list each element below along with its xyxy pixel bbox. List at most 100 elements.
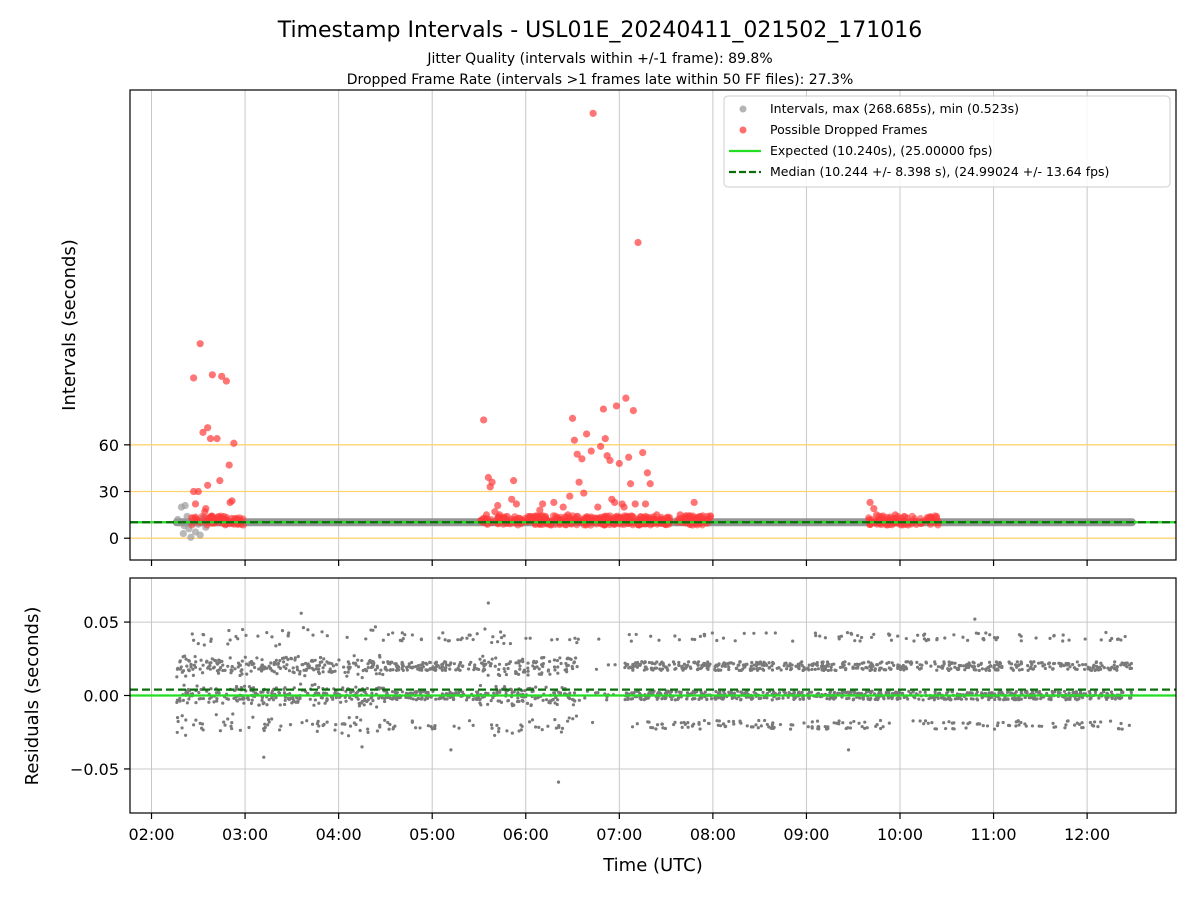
residual-point bbox=[696, 660, 701, 664]
residual-point bbox=[541, 664, 545, 669]
residual-point bbox=[826, 662, 831, 666]
residual-point bbox=[391, 631, 395, 635]
residual-point bbox=[693, 660, 697, 664]
residual-point bbox=[404, 695, 408, 700]
residual-point bbox=[208, 667, 212, 671]
residual-point bbox=[966, 722, 970, 726]
residual-point bbox=[1088, 720, 1093, 725]
residual-point bbox=[697, 721, 701, 725]
residual-point bbox=[238, 697, 242, 701]
residual-point bbox=[328, 667, 332, 671]
residual-point bbox=[1023, 722, 1027, 726]
residual-point bbox=[388, 722, 392, 727]
dropped-frame-point bbox=[620, 503, 628, 511]
dropped-frame-point bbox=[597, 442, 605, 450]
residual-point bbox=[1031, 697, 1036, 701]
residual-point bbox=[1120, 727, 1124, 731]
residual-point bbox=[526, 673, 530, 677]
residual-point bbox=[378, 655, 382, 659]
residual-point bbox=[301, 626, 306, 630]
residual-point bbox=[275, 671, 279, 676]
residual-point bbox=[331, 664, 336, 668]
residual-point bbox=[853, 690, 857, 695]
residual-point bbox=[1013, 691, 1017, 696]
dropped-frame-point bbox=[643, 469, 651, 477]
residual-point bbox=[560, 726, 565, 730]
residual-point bbox=[961, 635, 965, 639]
residual-point bbox=[460, 690, 465, 694]
residual-point bbox=[677, 638, 682, 642]
residual-point bbox=[424, 661, 428, 665]
residual-point bbox=[494, 684, 498, 689]
residual-point bbox=[1110, 665, 1114, 669]
residual-point bbox=[536, 696, 540, 700]
residual-point bbox=[1051, 721, 1055, 726]
x-tick-label: 09:00 bbox=[783, 825, 829, 844]
residual-point bbox=[261, 702, 265, 706]
residual-point bbox=[519, 659, 523, 663]
residual-point bbox=[214, 691, 219, 695]
residual-point bbox=[980, 667, 984, 671]
residual-point bbox=[729, 691, 733, 695]
residual-point bbox=[1113, 697, 1117, 701]
residual-point bbox=[221, 701, 225, 705]
residual-point bbox=[465, 636, 469, 640]
dropped-frame-point bbox=[585, 517, 593, 525]
residual-point bbox=[418, 726, 422, 730]
residual-point bbox=[572, 691, 577, 695]
residual-point bbox=[927, 697, 931, 701]
residual-point bbox=[514, 661, 518, 665]
residual-point bbox=[597, 637, 601, 641]
residual-point bbox=[630, 691, 634, 695]
residual-point bbox=[216, 662, 220, 666]
residual-point bbox=[400, 690, 404, 694]
legend-label-intervals: Intervals, max (268.685s), min (0.523s) bbox=[770, 101, 1019, 116]
residual-point bbox=[320, 630, 324, 634]
residual-point bbox=[1017, 663, 1021, 667]
residual-point bbox=[464, 698, 469, 702]
residual-point bbox=[254, 691, 258, 695]
residual-point bbox=[280, 629, 285, 633]
residual-point bbox=[278, 659, 282, 663]
dropped-frame-point bbox=[891, 511, 899, 519]
dropped-frame-point bbox=[230, 439, 238, 447]
residual-point bbox=[878, 718, 883, 723]
dropped-frame-point bbox=[641, 500, 650, 508]
residual-point bbox=[870, 667, 874, 672]
residual-point bbox=[959, 697, 964, 701]
residual-point bbox=[1104, 695, 1108, 700]
residual-point bbox=[504, 672, 509, 677]
residual-point bbox=[288, 723, 293, 727]
residual-point bbox=[755, 666, 759, 671]
residual-point bbox=[826, 725, 830, 729]
residual-point bbox=[471, 637, 475, 642]
residual-point bbox=[869, 691, 873, 695]
residual-point bbox=[988, 633, 992, 637]
residual-point bbox=[575, 641, 579, 645]
residual-point bbox=[975, 697, 979, 701]
residual-point bbox=[270, 691, 274, 695]
residual-point bbox=[349, 690, 353, 694]
dropped-frame-point bbox=[676, 511, 684, 519]
residual-point bbox=[304, 661, 308, 665]
residual-point bbox=[279, 724, 283, 728]
x-tick-label: 03:00 bbox=[222, 825, 268, 844]
residual-point bbox=[449, 661, 453, 665]
residual-point bbox=[654, 727, 658, 731]
residual-point bbox=[358, 728, 362, 733]
residual-point bbox=[791, 639, 795, 643]
interval-point bbox=[181, 501, 189, 510]
residual-point bbox=[1031, 667, 1035, 671]
residual-point bbox=[663, 691, 668, 695]
residual-point bbox=[567, 716, 571, 720]
residual-point bbox=[255, 656, 259, 660]
residual-point bbox=[323, 701, 327, 705]
residual-point bbox=[223, 723, 227, 727]
residual-point bbox=[487, 660, 491, 664]
residual-point bbox=[269, 667, 273, 671]
residual-point bbox=[757, 661, 761, 665]
residual-point bbox=[289, 657, 294, 661]
residual-point bbox=[676, 696, 681, 700]
residual-point bbox=[533, 697, 537, 701]
residual-point bbox=[365, 686, 369, 691]
